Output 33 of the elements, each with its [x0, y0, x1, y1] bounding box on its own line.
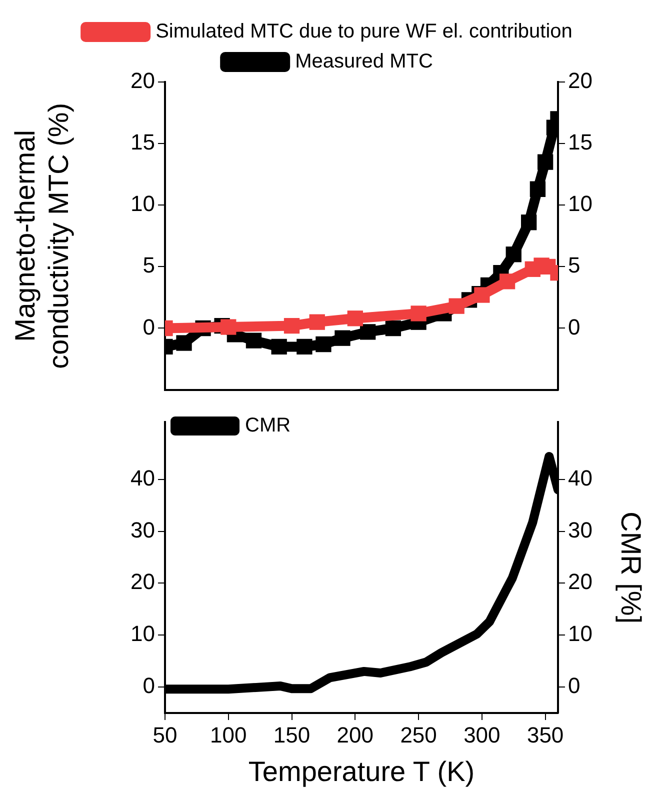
y2-axis-title: CMR [%]	[615, 512, 646, 624]
y-axis-title: Magneto-thermal conductivity MTC (%)	[10, 102, 74, 369]
y2-tick-label: 40	[568, 465, 592, 490]
y-tick-label: 20	[130, 68, 155, 94]
y2-tick-label: 0	[568, 673, 580, 698]
x-tick-label: 100	[210, 722, 247, 748]
x-axis-title: Temperature T (K)	[248, 756, 475, 787]
y2-tick-label: 15	[568, 130, 592, 155]
x-tick-label: 150	[273, 722, 310, 748]
y-tick-label: 20	[130, 569, 155, 594]
y-tick-label: 5	[142, 252, 155, 278]
y-tick-label: 15	[130, 130, 155, 155]
legend-label: Simulated MTC due to pure WF el. contribution	[156, 20, 572, 43]
y2-tick-label: 0	[568, 314, 580, 340]
y2-tick-label: 30	[568, 517, 592, 542]
y2-tick-label: 10	[568, 191, 592, 216]
y-tick-label: 40	[130, 465, 155, 490]
x-tick-label: 50	[152, 722, 178, 748]
y-tick-label: 0	[142, 673, 155, 698]
y2-tick-label: 10	[568, 621, 592, 646]
y-tick-label: 30	[130, 517, 155, 542]
x-tick-label: 350	[526, 722, 564, 748]
x-tick-label: 200	[336, 722, 374, 748]
y-tick-label: 0	[142, 314, 155, 340]
y2-tick-label: 20	[568, 68, 592, 94]
y-tick-label: 10	[130, 621, 155, 646]
x-tick-label: 250	[400, 722, 437, 748]
y-tick-label: 10	[130, 191, 155, 216]
y2-tick-label: 5	[568, 252, 580, 278]
x-tick-label: 300	[464, 722, 500, 748]
y2-tick-label: 20	[568, 569, 592, 594]
legend-label: CMR	[245, 414, 291, 437]
legend-label: Measured MTC	[295, 50, 433, 73]
